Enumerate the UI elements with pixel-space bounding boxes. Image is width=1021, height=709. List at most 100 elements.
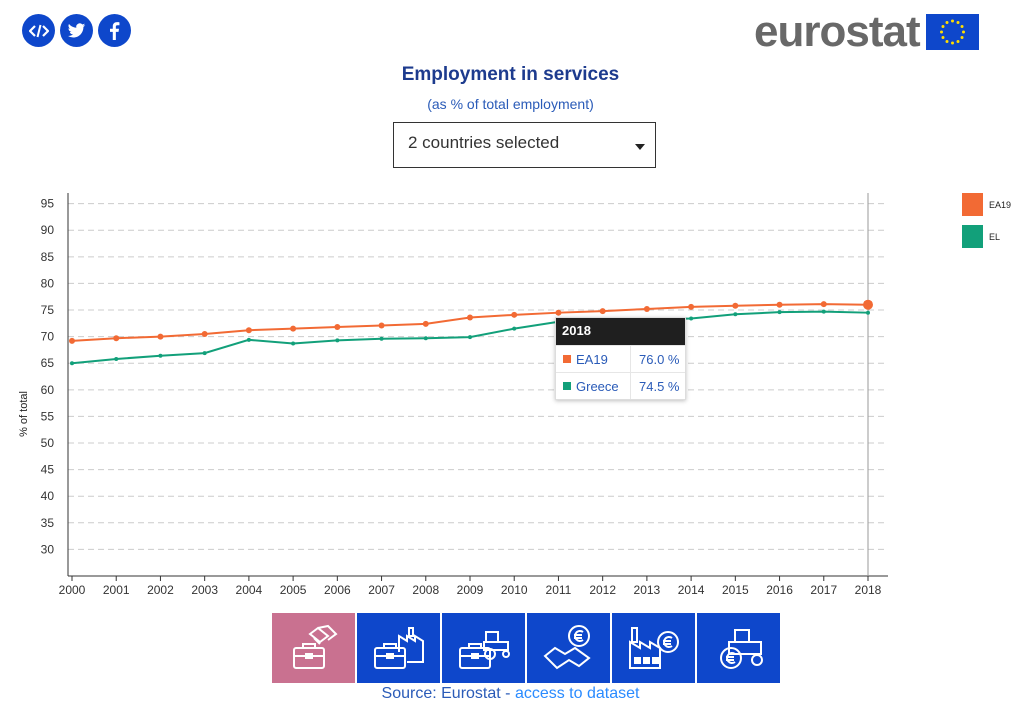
tooltip-series-name: EA19 bbox=[576, 351, 608, 367]
x-tick-label: 2002 bbox=[147, 583, 174, 597]
theme-button-industry[interactable] bbox=[357, 613, 440, 683]
x-tick-label: 2007 bbox=[368, 583, 395, 597]
y-tick-label: 40 bbox=[41, 489, 55, 503]
data-point-ea19 bbox=[776, 301, 783, 308]
y-tick-label: 70 bbox=[41, 330, 55, 344]
data-point-ea19 bbox=[599, 308, 606, 315]
data-point-el bbox=[291, 341, 296, 346]
tooltip: 2018 EA19 76.0 % Greece 74.5 % bbox=[555, 317, 686, 400]
eurostat-logo[interactable]: eurostat bbox=[754, 7, 979, 56]
x-tick-label: 2011 bbox=[546, 583, 572, 597]
y-tick-label: 85 bbox=[41, 250, 55, 264]
y-tick-label: 60 bbox=[41, 383, 55, 397]
source-line: Source: Eurostat - access to dataset bbox=[0, 685, 1021, 703]
y-tick-label: 95 bbox=[41, 197, 55, 211]
data-point-ea19 bbox=[511, 311, 518, 318]
tooltip-value: 74.5 % bbox=[639, 378, 680, 394]
data-point-ea19 bbox=[643, 305, 650, 312]
share-bar bbox=[22, 14, 131, 47]
legend-swatch bbox=[962, 193, 983, 216]
y-tick-label: 75 bbox=[41, 303, 55, 317]
data-point-ea19 bbox=[467, 314, 473, 321]
data-point-ea19 bbox=[820, 301, 827, 308]
data-point-el bbox=[777, 310, 782, 315]
data-point-ea19 bbox=[245, 327, 252, 334]
data-point-ea19 bbox=[113, 335, 120, 342]
eu-flag-icon bbox=[925, 14, 979, 50]
y-axis-label: % of total bbox=[18, 391, 30, 437]
x-tick-label: 2004 bbox=[236, 583, 263, 597]
tooltip-value: 76.0 % bbox=[639, 351, 680, 367]
data-point-el bbox=[512, 326, 517, 331]
data-point-el bbox=[335, 338, 340, 343]
data-point-el bbox=[70, 361, 74, 366]
x-tick-label: 2001 bbox=[103, 583, 130, 597]
embed-icon[interactable] bbox=[22, 14, 55, 47]
twitter-icon[interactable] bbox=[60, 14, 93, 47]
x-tick-label: 2012 bbox=[589, 583, 616, 597]
data-point-el bbox=[733, 312, 738, 317]
y-tick-label: 50 bbox=[41, 436, 55, 450]
legend-item-el[interactable]: EL bbox=[962, 225, 1011, 248]
services-theme-icon bbox=[292, 624, 338, 669]
theme-button-services[interactable] bbox=[272, 613, 355, 683]
data-point-el bbox=[114, 356, 119, 361]
theme-button-agriculture[interactable] bbox=[442, 613, 525, 683]
data-point-ea19 bbox=[157, 333, 164, 340]
x-tick-label: 2008 bbox=[412, 583, 439, 597]
data-point-el bbox=[202, 351, 207, 356]
data-point-ea19 bbox=[69, 337, 75, 344]
tooltip-year: 2018 bbox=[556, 318, 685, 345]
theme-button-tractor-finance[interactable] bbox=[697, 613, 780, 683]
data-point-ea19 bbox=[863, 299, 873, 310]
data-point-el bbox=[468, 335, 472, 340]
y-tick-label: 90 bbox=[41, 223, 55, 237]
data-point-ea19 bbox=[334, 324, 341, 331]
data-point-el bbox=[866, 310, 870, 315]
country-selector[interactable]: 2 countries selected bbox=[393, 122, 656, 168]
theme-button-factory-finance[interactable] bbox=[612, 613, 695, 683]
data-point-el bbox=[689, 316, 694, 321]
theme-bar bbox=[272, 613, 780, 683]
agriculture-theme-icon bbox=[458, 631, 510, 669]
series-swatch bbox=[563, 355, 571, 363]
x-tick-label: 2013 bbox=[634, 583, 661, 597]
x-tick-label: 2017 bbox=[810, 583, 837, 597]
tooltip-series-name: Greece bbox=[576, 378, 619, 394]
dataset-link[interactable]: access to dataset bbox=[514, 685, 640, 702]
factory-finance-theme-icon bbox=[628, 627, 679, 669]
y-tick-label: 55 bbox=[41, 409, 55, 423]
data-point-el bbox=[423, 336, 428, 341]
y-tick-label: 30 bbox=[41, 542, 55, 556]
x-tick-label: 2010 bbox=[501, 583, 528, 597]
country-selector-value: 2 countries selected bbox=[408, 133, 560, 152]
facebook-icon[interactable] bbox=[98, 14, 131, 47]
legend-item-ea19[interactable]: EA19 bbox=[962, 193, 1011, 216]
x-tick-label: 2009 bbox=[457, 583, 484, 597]
data-point-ea19 bbox=[688, 303, 695, 310]
tooltip-row: EA19 76.0 % bbox=[556, 345, 685, 372]
data-point-el bbox=[379, 336, 384, 341]
chart-subtitle: (as % of total employment) bbox=[427, 96, 594, 112]
data-point-ea19 bbox=[201, 330, 208, 337]
x-tick-label: 2006 bbox=[324, 583, 351, 597]
y-tick-label: 35 bbox=[41, 516, 55, 530]
industry-theme-icon bbox=[373, 627, 424, 669]
x-tick-label: 2015 bbox=[722, 583, 749, 597]
y-tick-label: 65 bbox=[41, 356, 55, 370]
theme-button-finance[interactable] bbox=[527, 613, 610, 683]
legend: EA19 EL bbox=[962, 193, 1011, 257]
data-point-el bbox=[821, 309, 826, 314]
chart-title: Employment in services bbox=[401, 64, 620, 85]
legend-swatch bbox=[962, 225, 983, 248]
logo-text: eurostat bbox=[754, 7, 921, 56]
tooltip-row: Greece 74.5 % bbox=[556, 372, 685, 399]
data-point-ea19 bbox=[732, 302, 739, 309]
y-tick-label: 45 bbox=[41, 463, 55, 477]
data-point-el bbox=[246, 337, 251, 342]
tractor-finance-theme-icon bbox=[719, 629, 763, 669]
finance-theme-icon bbox=[543, 625, 591, 670]
y-tick-label: 80 bbox=[41, 276, 55, 290]
x-tick-label: 2018 bbox=[855, 583, 882, 597]
